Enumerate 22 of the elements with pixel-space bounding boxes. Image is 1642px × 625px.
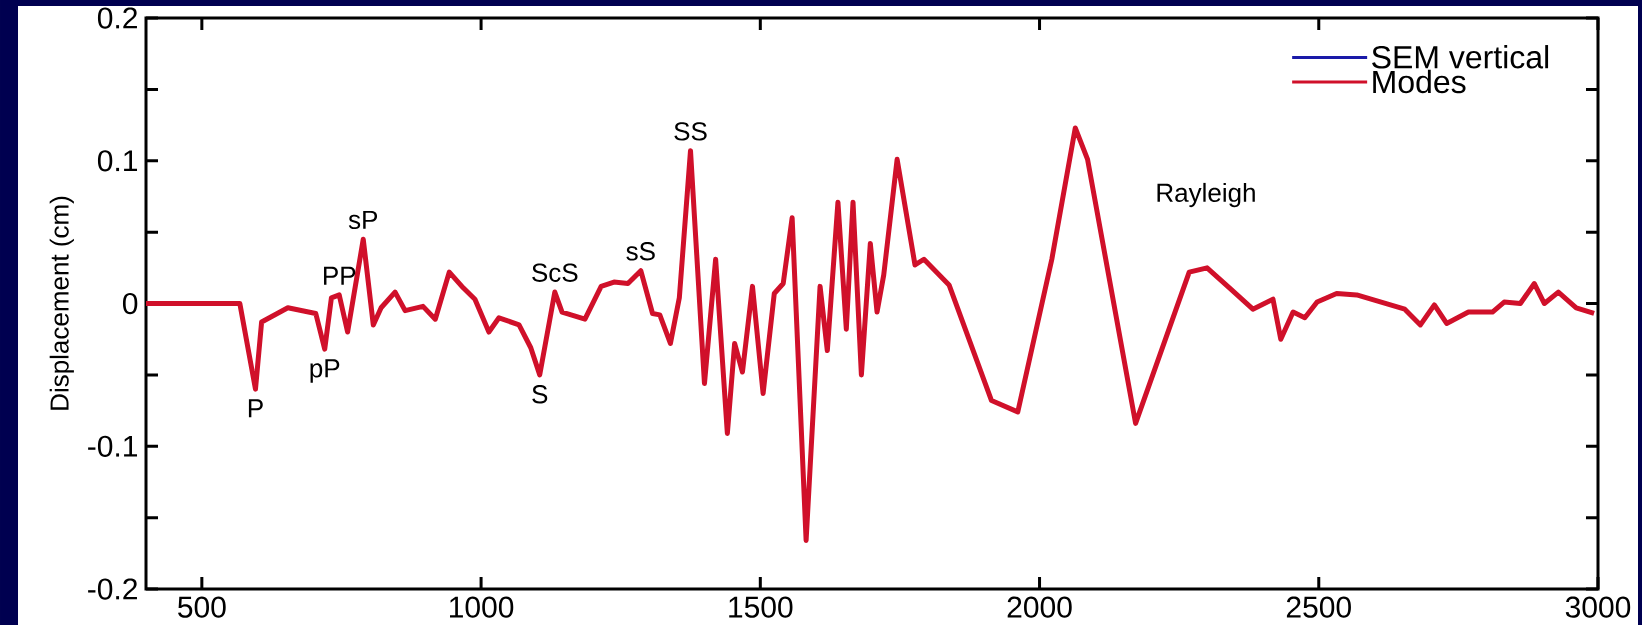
annotation: Rayleigh <box>1157 182 1255 208</box>
annotation: SS <box>674 122 707 141</box>
y-axis-title: Displacement (cm) <box>49 196 74 410</box>
x-tick-label: 2000 <box>1007 596 1072 618</box>
x-tick-label: 2500 <box>1286 596 1351 618</box>
y-tick-label: 0.1 <box>97 150 138 172</box>
annotation: S <box>532 385 548 404</box>
y-tick-label: 0.2 <box>97 7 137 29</box>
annotation: pP <box>310 359 340 383</box>
y-tick-label: 0 <box>122 292 138 315</box>
y-tick-label: -0.1 <box>88 435 138 457</box>
annotation: P <box>248 399 263 418</box>
legend-label: Modes <box>1373 69 1466 94</box>
x-tick-label: 1000 <box>450 596 514 618</box>
x-tick-label: 3000 <box>1565 596 1631 618</box>
y-tick-label: -0.2 <box>88 578 137 600</box>
x-tick-label: 500 <box>178 596 226 618</box>
annotation: sP <box>348 210 378 230</box>
annotation: ScS <box>532 263 578 282</box>
x-tick-label: 1500 <box>729 596 793 618</box>
annotation: sS <box>626 242 655 261</box>
legend-label: SEM vertical <box>1372 45 1549 69</box>
